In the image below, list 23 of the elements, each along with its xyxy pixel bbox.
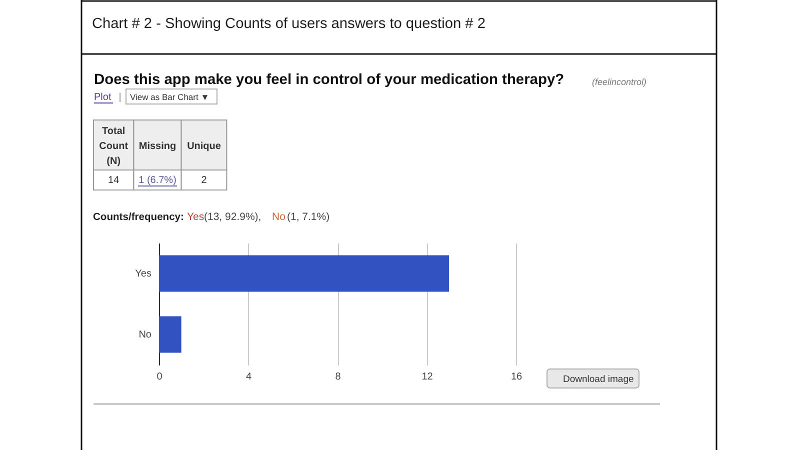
text: Plot <box>94 92 112 103</box>
x-tick-label: 8 <box>335 372 342 382</box>
text: Missing <box>138 141 176 152</box>
x-tick-label: 12 <box>422 372 434 382</box>
text: Download image <box>563 374 634 385</box>
x-tick-label: 16 <box>510 372 522 382</box>
x-tick-label: 4 <box>246 372 252 382</box>
text: (feelincontrol) <box>592 77 647 87</box>
text: 14 <box>108 175 120 186</box>
text: View as Bar Chart ▼ <box>130 92 210 102</box>
text: Unique <box>187 141 222 152</box>
text: (13, 92.9%), <box>204 211 262 223</box>
text: 1 (6.7%) <box>138 175 176 186</box>
text: | <box>118 92 122 103</box>
text: Counts/frequency: <box>93 212 184 223</box>
text: 2 <box>201 175 208 186</box>
text: Yes <box>187 211 204 223</box>
chart-title: Chart # 2 - Showing Counts of users answers to question # 2 <box>92 16 486 32</box>
chart-subtitle: Does this app make you feel in control of your medication therapy? <box>94 72 564 88</box>
x-tick-label: 0 <box>156 372 163 382</box>
text: (1, 7.1%) <box>287 211 330 223</box>
text: No <box>272 211 286 223</box>
text: Total Count (N) <box>99 126 129 167</box>
